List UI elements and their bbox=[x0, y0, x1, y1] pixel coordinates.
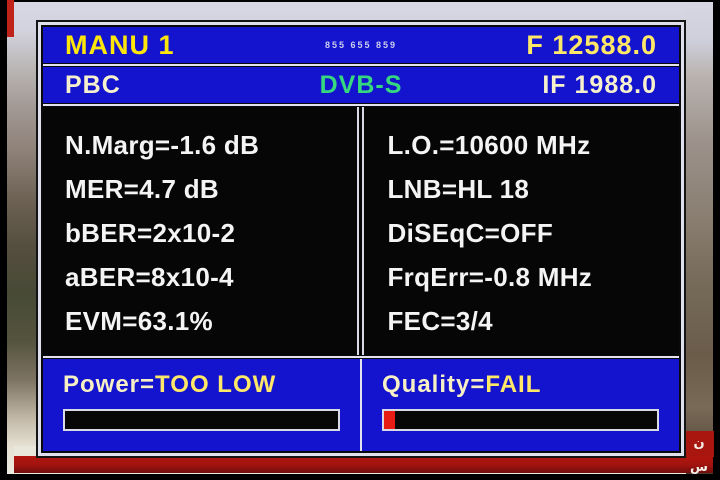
metric-bber: bBER=2x10-2 bbox=[65, 218, 236, 248]
red-edge-strip bbox=[7, 0, 14, 37]
quality-status: FAIL bbox=[485, 371, 542, 398]
channel-name: PBC bbox=[65, 70, 121, 99]
mode-label: MANU 1 bbox=[65, 29, 175, 60]
metric-lo-frequency: L.O.=10600 MHz bbox=[387, 130, 591, 160]
power-bar bbox=[63, 409, 340, 431]
frequency-readout: F 12588.0 bbox=[526, 29, 657, 60]
metric-evm: EVM=63.1% bbox=[65, 306, 213, 336]
metric-mer: MER=4.7 dB bbox=[65, 174, 219, 204]
metrics-column-left: N.Marg=-1.6 dB MER=4.7 dB bBER=2x10-2 aB… bbox=[43, 107, 359, 355]
if-frequency-readout: IF 1988.0 bbox=[542, 70, 657, 99]
metric-aber: aBER=8x10-4 bbox=[65, 262, 234, 292]
title-small-indicator: 855 655 859 bbox=[324, 40, 398, 50]
news-ticker-band bbox=[14, 456, 713, 473]
power-name: Power= bbox=[63, 371, 156, 398]
info-bar: PBC DVB-S IF 1988.0 bbox=[43, 67, 679, 103]
signal-bars-area: Power=TOO LOW Quality=FAIL bbox=[43, 359, 679, 451]
quality-panel: Quality=FAIL bbox=[362, 359, 679, 451]
metrics-column-right: L.O.=10600 MHz LNB=HL 18 DiSEqC=OFF FrqE… bbox=[361, 107, 680, 355]
measurement-area: N.Marg=-1.6 dB MER=4.7 dB bBER=2x10-2 aB… bbox=[43, 107, 679, 355]
ticker-arabic-text: ن س bbox=[684, 431, 714, 474]
dvb-standard-label: DVB-S bbox=[319, 70, 403, 99]
metric-fec: FEC=3/4 bbox=[387, 306, 493, 336]
quality-label: Quality=FAIL bbox=[382, 371, 659, 399]
metric-lnb: LNB=HL 18 bbox=[387, 174, 530, 204]
separator-line bbox=[43, 103, 679, 107]
power-label: Power=TOO LOW bbox=[63, 371, 340, 399]
power-status: TOO LOW bbox=[155, 371, 277, 398]
power-panel: Power=TOO LOW bbox=[43, 359, 362, 451]
metric-noise-margin: N.Marg=-1.6 dB bbox=[65, 130, 260, 160]
separator-line bbox=[43, 355, 679, 359]
tv-picture-right-edge bbox=[686, 2, 713, 474]
satellite-meter-osd: MANU 1 855 655 859 F 12588.0 PBC DVB-S I… bbox=[36, 20, 686, 458]
osd-content: MANU 1 855 655 859 F 12588.0 PBC DVB-S I… bbox=[43, 27, 679, 451]
metric-diseqc: DiSEqC=OFF bbox=[387, 218, 554, 248]
quality-name: Quality= bbox=[382, 371, 486, 398]
metric-frequency-error: FrqErr=-0.8 MHz bbox=[387, 262, 593, 292]
title-bar: MANU 1 855 655 859 F 12588.0 bbox=[43, 27, 679, 63]
quality-bar bbox=[382, 409, 659, 431]
quality-bar-fill bbox=[384, 411, 395, 429]
separator-line bbox=[43, 63, 679, 67]
